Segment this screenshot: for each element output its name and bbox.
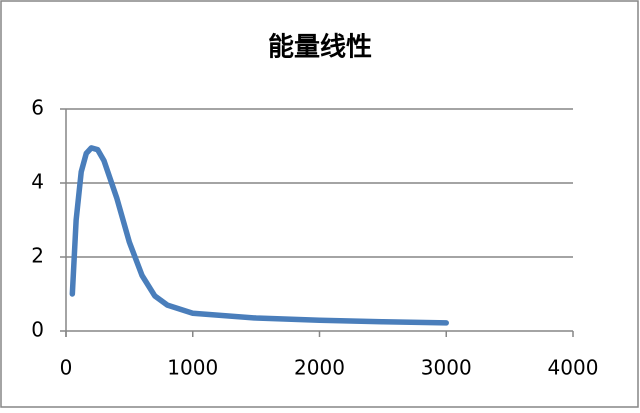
- y-tick-label: 6: [31, 96, 44, 120]
- x-tick-label: 3000: [421, 356, 472, 380]
- data-line: [69, 145, 449, 326]
- y-tick-label: 4: [31, 170, 44, 194]
- x-tick-label: 1000: [167, 356, 218, 380]
- y-tick-label: 2: [31, 244, 44, 268]
- chart-title: 能量线性: [268, 32, 372, 63]
- x-tick-label: 0: [60, 356, 73, 380]
- y-tick-label: 0: [31, 318, 44, 342]
- x-tick-label: 4000: [548, 356, 599, 380]
- x-tick-label: 2000: [294, 356, 345, 380]
